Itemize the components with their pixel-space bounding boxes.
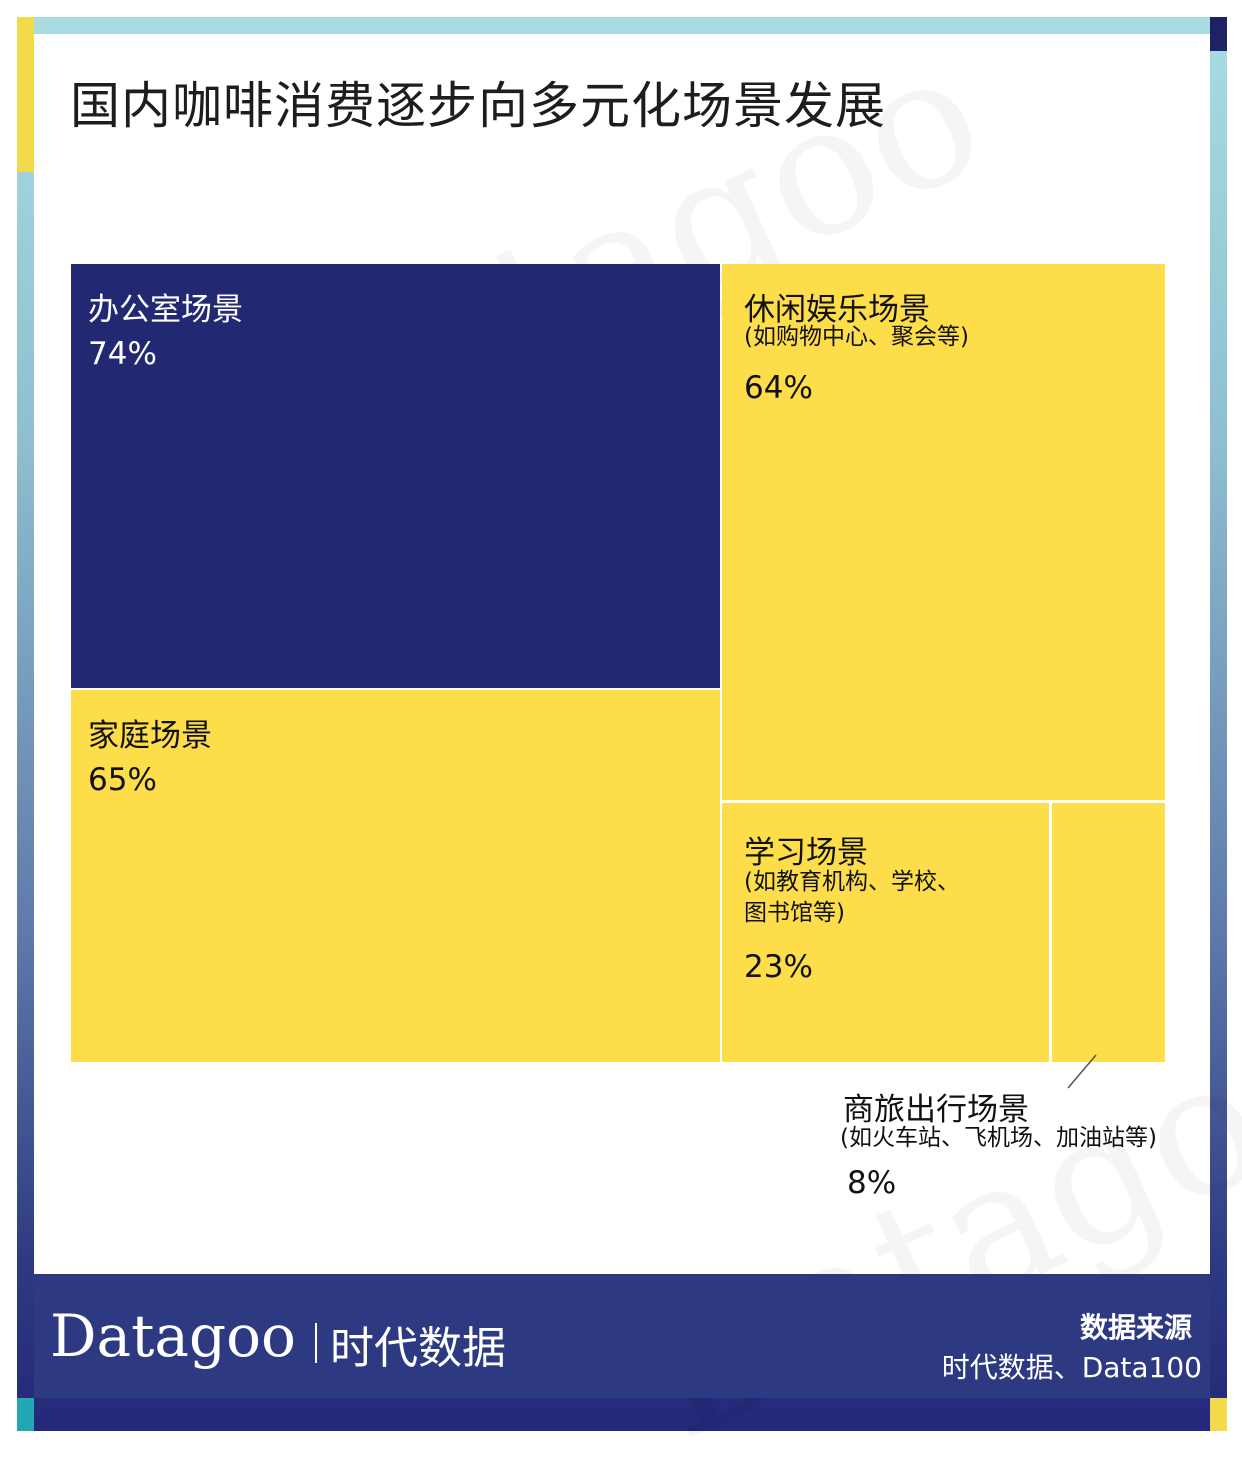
cell-note-line-1: (如教育机构、学校、 [744, 869, 960, 895]
frame-accent-dark [1210, 17, 1227, 51]
chart-title: 国内咖啡消费逐步向多元化场景发展 [70, 77, 886, 135]
cell-value: 65% [88, 762, 157, 798]
cell-note: (如购物中心、聚会等) [744, 324, 969, 350]
footer-bar [34, 1275, 1210, 1398]
treemap-cell-travel [1052, 803, 1165, 1062]
cell-label: 办公室场景 [88, 292, 243, 328]
brand-logo: Datagoo [50, 1302, 296, 1370]
frame-accent-yellow-left [17, 17, 34, 172]
frame-accent-teal [17, 1398, 34, 1431]
travel-note: (如火车站、飞机场、加油站等) [840, 1125, 1157, 1151]
cell-value: 74% [88, 336, 157, 372]
cell-label: 学习场景 [744, 835, 868, 871]
travel-label: 商旅出行场景 [843, 1092, 1029, 1128]
source-title: 数据来源 [1079, 1311, 1192, 1344]
treemap-cell-study: 学习场景 (如教育机构、学校、 图书馆等) 23% [722, 803, 1049, 1062]
cell-value: 64% [744, 370, 813, 406]
cell-note-line-2: 图书馆等) [744, 900, 845, 926]
brand-name-cn: 时代数据 [330, 1323, 506, 1374]
frame-accent-yellow-right [1210, 1398, 1227, 1431]
travel-value: 8% [847, 1165, 897, 1201]
cell-label: 家庭场景 [88, 718, 212, 754]
cell-label: 休闲娱乐场景 [744, 292, 930, 328]
cell-value: 23% [744, 949, 813, 985]
source-text: 时代数据、Data100 [941, 1351, 1202, 1384]
treemap-cell-home: 家庭场景 65% [71, 690, 720, 1062]
treemap-cell-leisure: 休闲娱乐场景 (如购物中心、聚会等) 64% [722, 264, 1165, 800]
treemap-cell-office: 办公室场景 74% [71, 264, 720, 688]
brand-divider [315, 1323, 317, 1363]
